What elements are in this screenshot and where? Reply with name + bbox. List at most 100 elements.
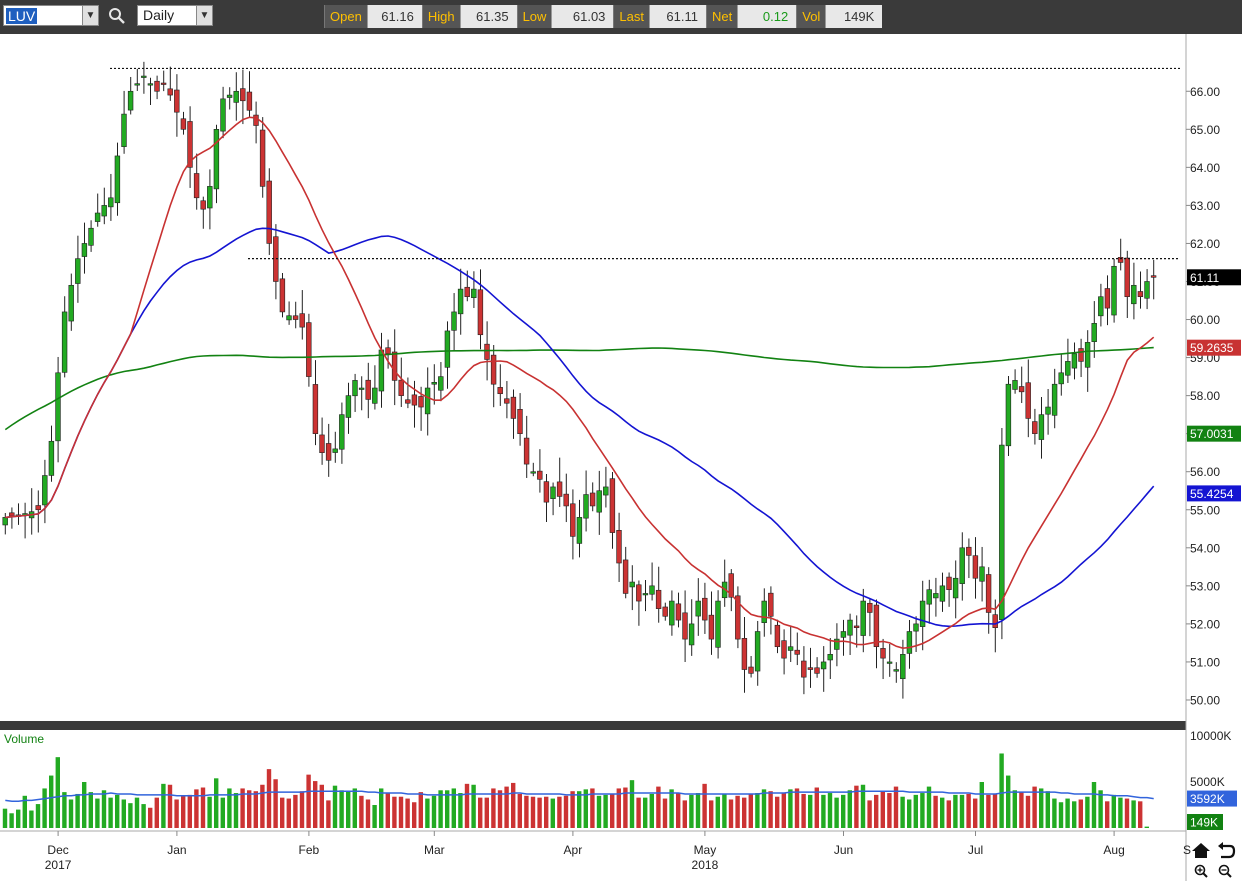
volume-bar (530, 796, 536, 828)
candle (609, 471, 616, 549)
candle-body (774, 624, 781, 648)
volume-bar (108, 797, 113, 828)
volume-bar (101, 790, 107, 828)
candle (794, 632, 800, 666)
pane-divider[interactable] (0, 721, 1186, 730)
candle (1104, 275, 1111, 326)
candle-body (933, 593, 939, 599)
price-tick-label: 65.00 (1190, 123, 1220, 137)
candle (81, 222, 88, 274)
candle-body (471, 288, 477, 299)
candle (669, 590, 675, 636)
volume-bar (253, 791, 258, 828)
candle (1065, 338, 1071, 383)
price-badge: 59.2635 (1187, 339, 1241, 356)
candle-body (556, 481, 563, 497)
candle (636, 580, 642, 626)
volume-bar (214, 778, 219, 828)
candle (761, 588, 767, 637)
candle-body (893, 669, 899, 672)
volume-bar (134, 797, 140, 828)
price-tick-label: 58.00 (1190, 389, 1220, 403)
quote-last-label: Last (613, 5, 649, 28)
volume-bar (1012, 790, 1017, 828)
candle-body (1137, 291, 1144, 298)
candle-body (675, 603, 682, 621)
volume-bar (227, 788, 232, 828)
volume-bar (352, 788, 357, 828)
volume-bar (940, 797, 945, 828)
candle-body (200, 200, 206, 210)
candle-body (35, 505, 41, 511)
candle-body (1071, 353, 1078, 369)
candle (174, 74, 180, 137)
volume-bar (286, 798, 291, 828)
period-dropdown-button[interactable]: ▼ (196, 5, 213, 26)
chevron-down-icon: ▼ (199, 10, 210, 21)
volume-bar (167, 784, 173, 828)
candle (121, 90, 127, 154)
candle-body (979, 566, 985, 582)
price-badge-bg (1187, 485, 1241, 502)
period-select[interactable]: Daily (137, 5, 197, 26)
candle (1117, 238, 1124, 271)
price-badge-text: 57.0031 (1190, 427, 1234, 441)
candle-body (220, 98, 226, 132)
volume-bar (603, 794, 608, 828)
volume-bar (306, 774, 311, 828)
candle-body (913, 623, 919, 632)
price-tick-label: 54.00 (1190, 541, 1220, 555)
chevron-down-icon: ▼ (85, 10, 96, 21)
quote-bar: Open 61.16 High 61.35 Low 61.03 Last 61.… (324, 5, 883, 28)
volume-bar (431, 795, 437, 828)
volume-bar (418, 792, 423, 828)
candle-body (596, 490, 602, 513)
candle (900, 639, 906, 699)
price-badge-bg (1187, 339, 1241, 356)
candle (589, 482, 596, 512)
candle (266, 168, 272, 255)
candle-body (1078, 348, 1084, 362)
candle (1012, 369, 1018, 394)
candle (299, 290, 305, 340)
x-tick-year: 2018 (692, 858, 719, 872)
x-tick-year: 2017 (45, 858, 72, 872)
candle (642, 579, 649, 612)
candle-body (636, 584, 642, 602)
candle (1150, 259, 1157, 300)
candle (801, 646, 807, 695)
candle-body (246, 91, 253, 111)
volume-bar (412, 802, 417, 828)
undo-icon[interactable] (1221, 844, 1236, 859)
volume-bar (1019, 792, 1024, 828)
candle (497, 364, 503, 406)
price-badge-bg (1187, 269, 1241, 286)
symbol-dropdown-button[interactable]: ▼ (82, 5, 99, 26)
candle-body (1124, 257, 1130, 298)
search-icon[interactable] (108, 7, 126, 25)
candle (695, 578, 701, 636)
x-tick-label: May (694, 843, 717, 857)
volume-bar (834, 797, 839, 828)
candle-body (768, 592, 774, 617)
candle-body (418, 396, 424, 408)
volume-bar (847, 790, 852, 828)
zoom-out-icon[interactable] (1218, 864, 1232, 878)
candle (160, 70, 167, 92)
candle (68, 273, 74, 331)
axes: 50.00 51.00 52.00 53.00 54.00 55.00 56.00 57.00… (0, 34, 1241, 881)
home-icon[interactable] (1192, 843, 1210, 858)
volume-bar (893, 786, 899, 828)
candle-body (959, 547, 965, 584)
candle (1091, 301, 1097, 358)
zoom-in-icon[interactable] (1194, 864, 1208, 878)
volume-bar (445, 790, 450, 828)
candle (233, 72, 239, 121)
candle (352, 373, 358, 412)
candle-body (662, 606, 668, 617)
candle-body (629, 581, 635, 588)
candle (114, 142, 121, 216)
volume-avg-line (5, 790, 1154, 803)
price-tick-label: 52.00 (1190, 617, 1220, 631)
